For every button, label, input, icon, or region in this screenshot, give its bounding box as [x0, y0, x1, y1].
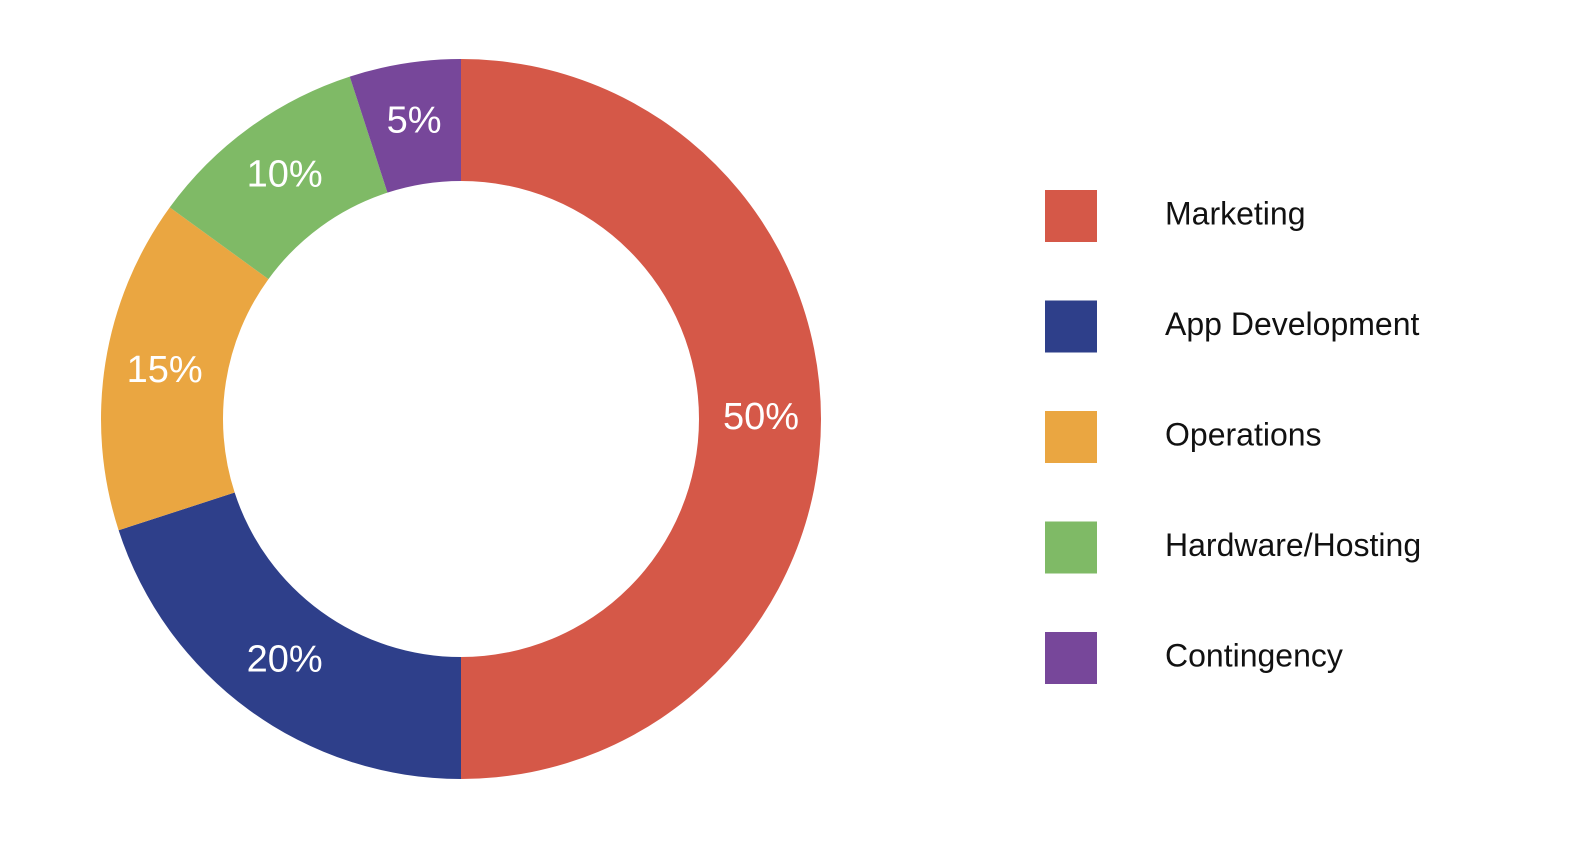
legend-swatch	[1045, 632, 1097, 684]
slice	[461, 59, 821, 779]
slice-label: 15%	[127, 349, 203, 391]
slice-label: 5%	[387, 100, 442, 142]
slice	[100, 207, 269, 531]
slice-label: 50%	[723, 396, 799, 438]
slice	[169, 76, 388, 280]
legend-swatch	[1045, 521, 1097, 574]
slice-label: 10%	[247, 153, 323, 195]
legend-text: App Development	[1165, 306, 1419, 342]
legend-swatch	[1045, 300, 1097, 353]
legend-text: Marketing	[1165, 195, 1306, 231]
legend-swatch	[1045, 411, 1097, 463]
legend-text: Contingency	[1165, 637, 1343, 673]
legend-text: Hardware/Hosting	[1165, 527, 1421, 563]
slice	[118, 492, 461, 779]
slice-label: 20%	[247, 639, 323, 681]
legend-text: Operations	[1165, 416, 1322, 452]
legend-swatch	[1045, 190, 1097, 242]
slice	[349, 59, 461, 193]
